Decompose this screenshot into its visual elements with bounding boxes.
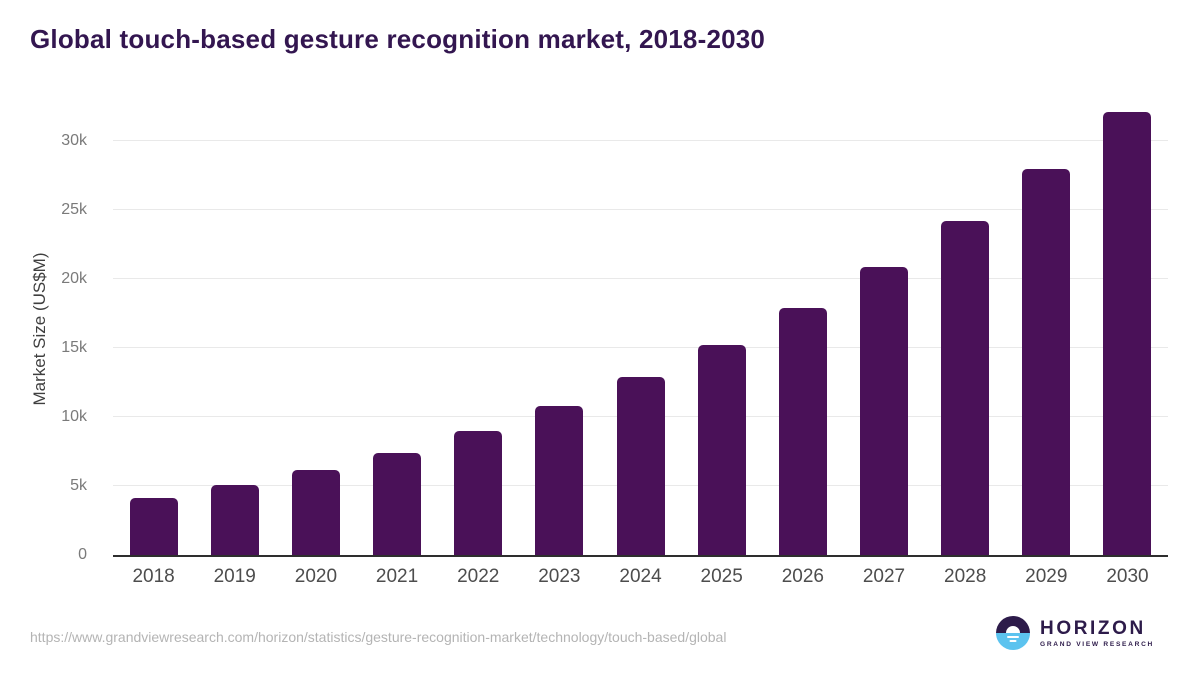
bar-2020 bbox=[291, 469, 340, 555]
page-title: Global touch-based gesture recognition m… bbox=[30, 24, 766, 54]
sun-reflection-line bbox=[1007, 636, 1019, 638]
gridline bbox=[113, 140, 1168, 142]
bar-2029 bbox=[1022, 168, 1071, 555]
bar-slot-2023 bbox=[519, 100, 600, 555]
bar-2030 bbox=[1103, 112, 1152, 555]
y-tick-labels: 0 5k 10k 15k 20k 25k 30k bbox=[51, 100, 99, 563]
bars bbox=[113, 100, 1168, 555]
bar-slot-2028 bbox=[925, 100, 1006, 555]
sun-icon bbox=[1006, 626, 1020, 633]
bar-slot-2019 bbox=[194, 100, 275, 555]
x-tick-label-2023: 2023 bbox=[538, 566, 581, 587]
bar-2025 bbox=[697, 345, 746, 555]
bar-2021 bbox=[373, 452, 422, 555]
bar-2026 bbox=[778, 308, 827, 555]
logo-name: HORIZON bbox=[1040, 617, 1146, 639]
y-tick-label: 25k bbox=[61, 201, 87, 219]
bar-2027 bbox=[859, 266, 908, 555]
x-tick-label-2024: 2024 bbox=[619, 566, 662, 587]
bar-2028 bbox=[941, 221, 990, 555]
x-tick-label-2021: 2021 bbox=[375, 566, 419, 587]
x-labels: 2018 2019 2020 2021 2022 2023 2024 2025 2026 2027… bbox=[113, 566, 1168, 588]
x-tick-label-2019: 2019 bbox=[213, 566, 256, 587]
bar-2019 bbox=[210, 484, 259, 555]
x-tick-label-2020: 2020 bbox=[294, 566, 338, 587]
bar-2022 bbox=[454, 430, 503, 555]
y-tick-label: 15k bbox=[61, 339, 87, 357]
x-tick-label-2018: 2018 bbox=[132, 566, 175, 587]
logo-text: HORIZON GRAND VIEW RESEARCH bbox=[1040, 619, 1154, 648]
x-tick-label-2029: 2029 bbox=[1025, 566, 1068, 587]
x-tick-label-2026: 2026 bbox=[781, 566, 824, 587]
bar-slot-2020 bbox=[275, 100, 356, 555]
bar-2023 bbox=[535, 406, 584, 555]
bar-slot-2027 bbox=[843, 100, 924, 555]
y-tick-label: 0 bbox=[78, 546, 87, 563]
sun-reflection-line bbox=[1009, 640, 1017, 642]
x-tick-label-2030: 2030 bbox=[1106, 566, 1149, 587]
bar-slot-2029 bbox=[1006, 100, 1087, 555]
x-tick-label-2022: 2022 bbox=[457, 566, 500, 587]
logo-subtitle: GRAND VIEW RESEARCH bbox=[1040, 640, 1154, 648]
x-tick-label-2027: 2027 bbox=[862, 566, 906, 587]
y-tick-label: 20k bbox=[61, 270, 87, 288]
bar-2024 bbox=[616, 377, 665, 555]
horizon-logo-icon bbox=[996, 616, 1030, 650]
x-tick-label-2025: 2025 bbox=[700, 566, 743, 587]
y-tick-label: 10k bbox=[61, 408, 87, 426]
bar-slot-2022 bbox=[438, 100, 519, 555]
y-tick-label: 5k bbox=[70, 477, 87, 495]
horizon-logo: HORIZON GRAND VIEW RESEARCH bbox=[996, 616, 1154, 650]
y-tick-label: 30k bbox=[61, 132, 87, 150]
bar-slot-2025 bbox=[681, 100, 762, 555]
bar-slot-2021 bbox=[356, 100, 437, 555]
bar-slot-2026 bbox=[762, 100, 843, 555]
source-url: https://www.grandviewresearch.com/horizo… bbox=[30, 629, 727, 645]
x-tick-label-2028: 2028 bbox=[944, 566, 987, 587]
bar-slot-2018 bbox=[113, 100, 194, 555]
bar-slot-2024 bbox=[600, 100, 681, 555]
plot-area: 0 5k 10k 15k 20k 25k 30k 2018 2019 2020 2021 2022 2… bbox=[61, 100, 1168, 587]
bar-slot-2030 bbox=[1087, 100, 1168, 555]
gridline bbox=[113, 278, 1168, 280]
gridline bbox=[113, 209, 1168, 211]
y-axis-title: Market Size (US$M) bbox=[30, 252, 49, 406]
gridline bbox=[113, 347, 1168, 349]
bar-2018 bbox=[129, 498, 178, 555]
